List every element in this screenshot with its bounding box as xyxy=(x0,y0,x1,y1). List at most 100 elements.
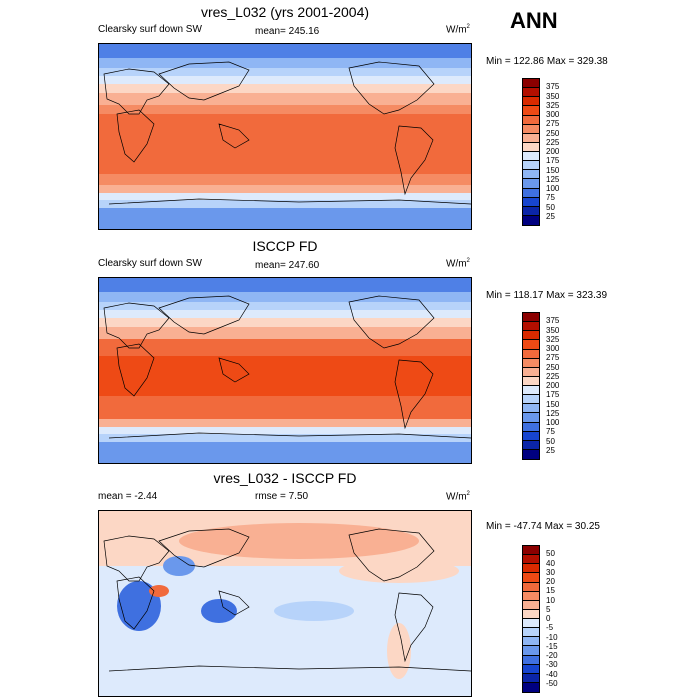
colorbar-tick-label: 200 xyxy=(546,381,560,390)
panel-3-title: vres_L032 - ISCCP FD xyxy=(213,470,357,486)
colorbar-tick-label: 250 xyxy=(546,128,560,138)
colorbar-swatch xyxy=(523,349,539,359)
colorbar-tick-label: 300 xyxy=(546,110,560,119)
colorbar-swatch xyxy=(523,170,539,180)
panel-1-left-label: Clearsky surf down SW xyxy=(98,24,202,35)
colorbar-swatch xyxy=(523,422,539,432)
panel-1-minmax: Min = 122.86 Max = 329.38 xyxy=(486,56,608,67)
colorbar-tick-label: 30 xyxy=(546,567,555,577)
colorbar-swatch xyxy=(523,97,539,107)
panel-3-center-label: rmse = 7.50 xyxy=(255,491,309,502)
colorbar-swatch xyxy=(523,591,539,601)
panel-2-map-field xyxy=(99,278,471,463)
colorbar-swatch xyxy=(523,152,539,162)
colorbar-swatch xyxy=(523,340,539,350)
colorbar-swatch xyxy=(523,142,539,152)
colorbar-swatch xyxy=(523,367,539,377)
panel-3-colorbar xyxy=(522,545,540,693)
colorbar-tick-label: 15 xyxy=(546,586,555,596)
colorbar-tick-label: 175 xyxy=(546,390,560,400)
colorbar-tick-label: 5 xyxy=(546,604,551,614)
colorbar-swatch xyxy=(523,133,539,143)
colorbar-tick-label: 100 xyxy=(546,418,560,427)
panel-1-colorbar xyxy=(522,78,540,226)
colorbar-tick-label: 25 xyxy=(546,211,555,221)
colorbar-tick-label: 300 xyxy=(546,344,560,353)
panel-3-left-label: mean = -2.44 xyxy=(98,491,158,502)
colorbar-swatch xyxy=(523,449,539,459)
colorbar-tick-label: 225 xyxy=(546,371,560,381)
colorbar-tick-label: 125 xyxy=(546,174,560,184)
colorbar-swatch xyxy=(523,440,539,450)
colorbar-tick-label: -20 xyxy=(546,651,558,660)
colorbar-swatch xyxy=(523,386,539,396)
colorbar-swatch xyxy=(523,619,539,629)
colorbar-swatch xyxy=(523,673,539,683)
colorbar-swatch xyxy=(523,664,539,674)
season-label: ANN xyxy=(510,8,558,33)
panel-2-units: W/m2 xyxy=(446,258,470,270)
colorbar-swatch xyxy=(523,124,539,134)
colorbar-swatch xyxy=(523,682,539,692)
colorbar-tick-label: 75 xyxy=(546,427,555,437)
colorbar-tick-label: 350 xyxy=(546,325,560,335)
panel-2-map xyxy=(98,277,472,464)
colorbar-swatch xyxy=(523,313,539,323)
colorbar-tick-label: 125 xyxy=(546,408,560,418)
colorbar-swatch xyxy=(523,555,539,565)
colorbar-tick-label: 350 xyxy=(546,91,560,101)
colorbar-tick-label: 75 xyxy=(546,193,555,203)
colorbar-swatch xyxy=(523,106,539,116)
colorbar-tick-label: -10 xyxy=(546,632,558,642)
colorbar-tick-label: 50 xyxy=(546,202,555,212)
panel-1-map-field xyxy=(99,44,471,229)
colorbar-swatch xyxy=(523,646,539,656)
colorbar-swatch xyxy=(523,322,539,332)
panel-2-title: ISCCP FD xyxy=(252,238,318,254)
panel-1-map xyxy=(98,43,472,230)
colorbar-swatch xyxy=(523,358,539,368)
colorbar-swatch xyxy=(523,88,539,98)
colorbar-tick-label: 275 xyxy=(546,119,560,129)
colorbar-tick-label: 325 xyxy=(546,100,560,110)
panel-3-map-field xyxy=(99,511,471,696)
colorbar-tick-label: 100 xyxy=(546,184,560,193)
panel-3-map xyxy=(98,510,472,697)
colorbar-tick-label: 40 xyxy=(546,558,555,568)
colorbar-tick-label: 200 xyxy=(546,147,560,156)
panel-2-center-label: mean= 247.60 xyxy=(255,260,320,271)
panel-3-units: W/m2 xyxy=(446,491,470,503)
colorbar-tick-label: 175 xyxy=(546,156,560,166)
colorbar-tick-label: -5 xyxy=(546,623,554,633)
colorbar-tick-label: 275 xyxy=(546,353,560,363)
colorbar-swatch xyxy=(523,115,539,125)
colorbar-swatch xyxy=(523,376,539,386)
colorbar-tick-label: 50 xyxy=(546,549,555,559)
colorbar-swatch xyxy=(523,582,539,592)
colorbar-tick-label: -15 xyxy=(546,641,558,651)
colorbar-tick-label: 50 xyxy=(546,436,555,446)
colorbar-swatch xyxy=(523,395,539,405)
colorbar-swatch xyxy=(523,331,539,341)
colorbar-tick-label: 10 xyxy=(546,595,555,605)
colorbar-swatch xyxy=(523,609,539,619)
colorbar-swatch xyxy=(523,573,539,583)
panel-2-colorbar xyxy=(522,312,540,460)
colorbar-tick-label: 375 xyxy=(546,82,560,92)
colorbar-swatch xyxy=(523,404,539,414)
panel-1-title: vres_L032 (yrs 2001-2004) xyxy=(200,4,370,20)
colorbar-tick-label: -40 xyxy=(546,669,558,679)
panel-2-left-label: Clearsky surf down SW xyxy=(98,258,202,269)
colorbar-swatch xyxy=(523,215,539,225)
colorbar-tick-label: 225 xyxy=(546,137,560,147)
panel-1-units: W/m2 xyxy=(446,24,470,36)
colorbar-swatch xyxy=(523,637,539,647)
colorbar-tick-label: 375 xyxy=(546,316,560,326)
colorbar-swatch xyxy=(523,179,539,189)
colorbar-tick-label: 150 xyxy=(546,399,560,409)
panel-3-minmax: Min = -47.74 Max = 30.25 xyxy=(486,521,600,532)
colorbar-swatch xyxy=(523,628,539,638)
colorbar-tick-label: 150 xyxy=(546,165,560,175)
colorbar-swatch xyxy=(523,655,539,665)
colorbar-tick-label: 20 xyxy=(546,577,555,586)
